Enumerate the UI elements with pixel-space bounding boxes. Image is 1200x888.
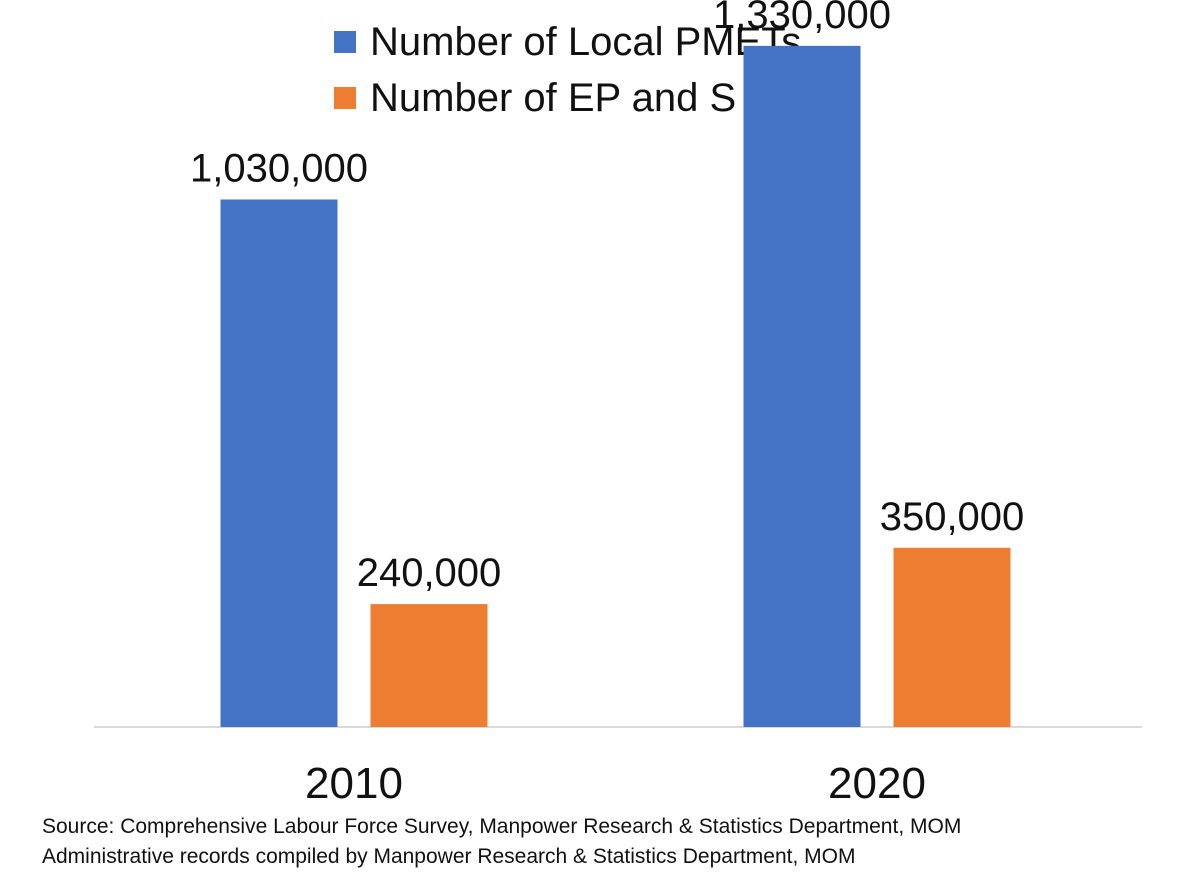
source-note: Source: Comprehensive Labour Force Surve…: [42, 812, 961, 872]
bar-s0-2010: [220, 199, 338, 727]
bar-s1-2010: [370, 604, 488, 727]
data-label-s1-2010: 240,000: [357, 551, 502, 595]
source-line-1: Source: Comprehensive Labour Force Surve…: [42, 815, 962, 838]
legend-item-local-pmets: Number of Local PMETs: [334, 14, 836, 70]
data-label-s1-2020: 350,000: [880, 495, 1025, 539]
legend-label-local-pmets: Number of Local PMETs: [370, 20, 802, 64]
legend-swatch-local-pmets: [334, 31, 356, 53]
bar-s1-2020: [893, 547, 1011, 727]
x-tick-label-2010: 2010: [305, 759, 403, 808]
bar-s0-2020: [743, 45, 861, 728]
data-label-s0-2010: 1,030,000: [190, 146, 368, 190]
legend-swatch-ep-s-pass: [334, 87, 356, 109]
source-line-2: Administrative records compiled by Manpo…: [42, 845, 856, 868]
x-tick-label-2020: 2020: [828, 759, 926, 808]
data-label-s0-2020: 1,330,000: [713, 0, 891, 37]
